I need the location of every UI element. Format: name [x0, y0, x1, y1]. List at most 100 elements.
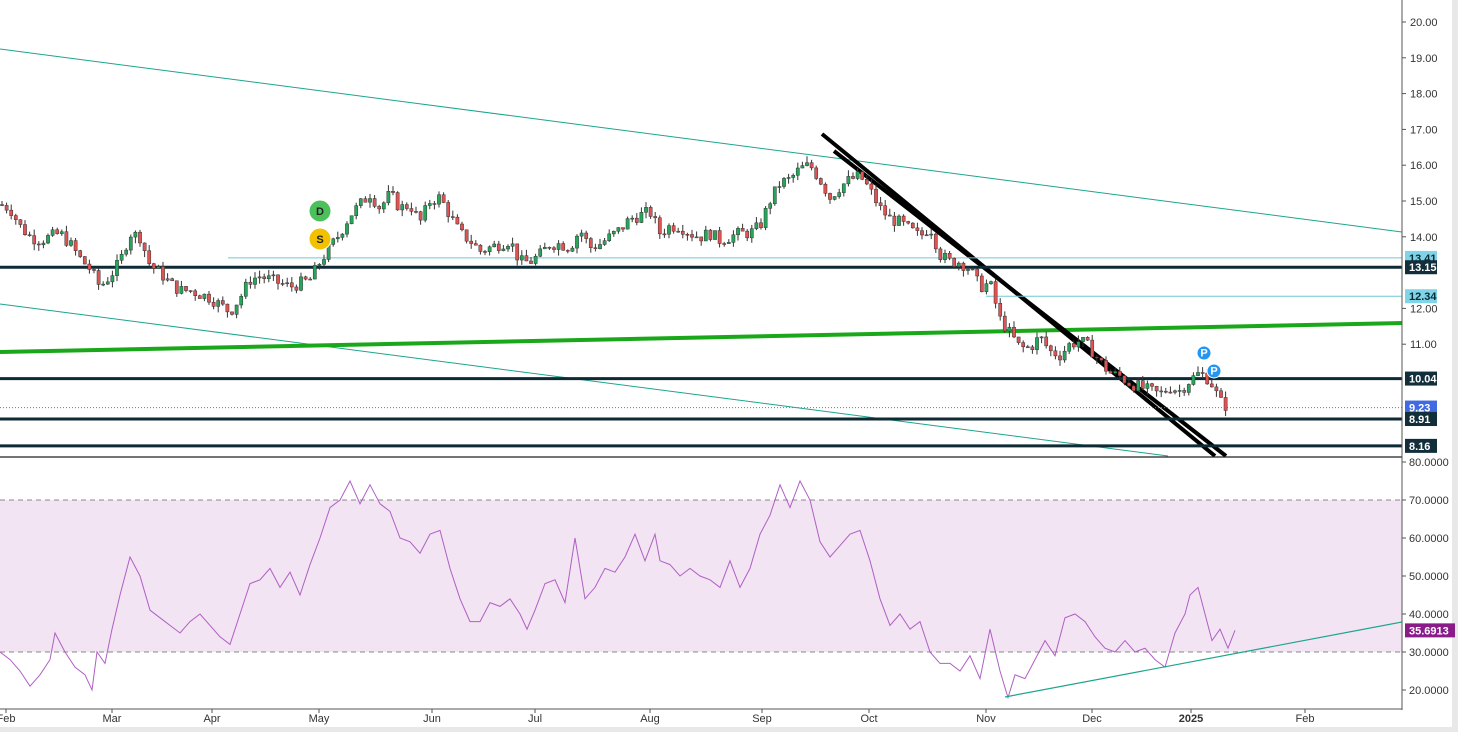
candle-body	[676, 230, 681, 233]
signal-marker-p[interactable]: P	[1196, 345, 1212, 361]
candle-body	[671, 225, 676, 232]
candle-body	[883, 205, 888, 216]
candle-body	[713, 230, 717, 240]
candle-body	[749, 228, 754, 239]
candle-body	[27, 234, 32, 236]
x-tick-label: Oct	[860, 713, 877, 725]
candle-body	[565, 250, 570, 252]
candle-body	[345, 223, 349, 235]
candle-body	[1044, 336, 1049, 347]
candle-body	[515, 243, 520, 261]
candle-body	[464, 229, 469, 242]
candle-body	[230, 311, 234, 315]
candle-body	[358, 198, 363, 206]
candle-body	[1136, 380, 1141, 392]
signal-marker-circle	[1196, 345, 1212, 361]
price-tag: 8.91	[1405, 412, 1437, 427]
candle-body	[634, 217, 639, 223]
candle-body	[73, 240, 78, 251]
candle-body	[1062, 350, 1067, 361]
candle-body	[777, 186, 782, 188]
candle-body	[18, 219, 23, 225]
candle-body	[32, 235, 37, 245]
candle-body	[644, 207, 648, 213]
candle-body	[726, 242, 731, 244]
candle-body	[496, 243, 501, 251]
candle-body	[841, 183, 846, 193]
candle-body	[621, 227, 625, 230]
signal-marker-label: P	[1200, 348, 1207, 360]
candle-body	[938, 248, 943, 260]
candle-body	[832, 196, 837, 200]
candle-body	[202, 293, 207, 299]
candle-body	[1058, 355, 1062, 361]
rsi-trendline	[1004, 621, 1403, 698]
signal-marker-p[interactable]: P	[1206, 363, 1222, 379]
trendlines[interactable]	[0, 48, 1403, 458]
candle-body	[1007, 326, 1012, 332]
x-tick-label: 2025	[1179, 713, 1203, 725]
candle-body	[322, 259, 326, 265]
candle-body	[694, 236, 699, 239]
candle-body	[1182, 390, 1187, 393]
candle-body	[1085, 337, 1090, 341]
candle-body	[1122, 375, 1127, 384]
candle-body	[418, 211, 423, 221]
candle-body	[335, 237, 340, 240]
scrollbar-track	[1452, 0, 1458, 732]
price-tag-box	[1405, 412, 1437, 427]
candle-body	[216, 300, 221, 307]
candle-body	[823, 183, 828, 194]
signal-markers[interactable]: D S PP	[308, 199, 1222, 379]
candle-body	[340, 233, 345, 238]
candle-body	[271, 274, 276, 277]
signal-marker-s[interactable]: S	[308, 227, 332, 251]
candle-body	[989, 281, 993, 284]
candle-body	[460, 223, 464, 231]
candle-body	[446, 202, 451, 217]
candle-body	[952, 258, 957, 267]
x-tick-label: Mar	[103, 713, 122, 725]
candle-body	[791, 175, 796, 178]
candle-body	[78, 250, 83, 257]
candle-body	[400, 204, 405, 211]
y-tick-label: 17.00	[1410, 124, 1438, 136]
candle-body	[648, 207, 653, 217]
candle-body	[308, 278, 313, 281]
candle-body	[1067, 343, 1072, 352]
candle-body	[506, 246, 510, 250]
candle-body	[920, 230, 924, 236]
candle-body	[41, 242, 46, 245]
candle-body	[377, 206, 382, 210]
rsi-y-tick-label: 50.0000	[1409, 571, 1449, 583]
candle-body	[69, 240, 73, 246]
rsi-y-tick-label: 70.0000	[1409, 495, 1449, 507]
candle-body	[455, 216, 460, 225]
candle-body	[437, 194, 441, 205]
y-tick-label: 18.00	[1410, 89, 1438, 101]
candle-body	[616, 227, 621, 232]
bottom-scrollbar	[0, 727, 1458, 732]
candle-body	[115, 260, 119, 276]
candle-body	[1113, 371, 1118, 374]
candle-body	[257, 276, 262, 279]
candle-body	[1177, 390, 1182, 392]
price-tag-label: 9.23	[1409, 403, 1430, 415]
candle-body	[754, 222, 759, 229]
signal-marker-d[interactable]: D	[308, 199, 332, 223]
candle-body	[860, 171, 865, 180]
candle-body	[469, 240, 474, 244]
y-tick-label: 12.00	[1410, 303, 1438, 315]
candle-body	[87, 263, 92, 270]
candle-body	[805, 162, 809, 166]
rsi-panel	[0, 479, 1403, 700]
y-tick-label: 20.00	[1410, 17, 1438, 29]
candle-body	[906, 221, 911, 224]
candle-body	[1214, 386, 1219, 392]
price-tag-label: 13.15	[1409, 262, 1437, 274]
rsi-y-tick-label: 80.0000	[1409, 457, 1449, 469]
candle-body	[441, 194, 446, 203]
candle-body	[151, 263, 156, 269]
candle-body	[285, 282, 290, 285]
